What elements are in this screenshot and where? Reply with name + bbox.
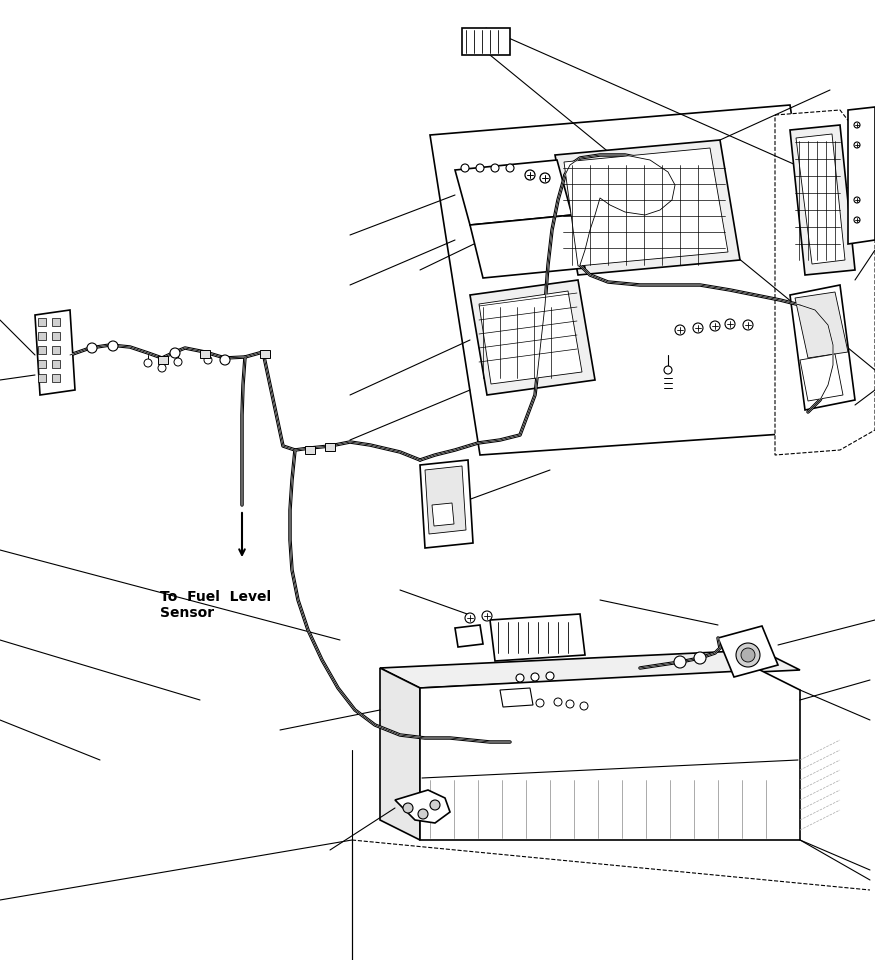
Circle shape bbox=[540, 173, 550, 183]
Circle shape bbox=[580, 702, 588, 710]
Polygon shape bbox=[38, 346, 46, 354]
Circle shape bbox=[854, 197, 860, 203]
Polygon shape bbox=[796, 134, 845, 264]
Circle shape bbox=[170, 348, 180, 358]
Circle shape bbox=[736, 643, 760, 667]
Polygon shape bbox=[718, 626, 778, 677]
Polygon shape bbox=[500, 688, 533, 707]
Circle shape bbox=[465, 613, 475, 623]
Circle shape bbox=[743, 320, 753, 330]
Polygon shape bbox=[52, 346, 60, 354]
Polygon shape bbox=[380, 668, 420, 840]
Circle shape bbox=[694, 652, 706, 664]
Polygon shape bbox=[455, 160, 572, 225]
Polygon shape bbox=[430, 105, 840, 455]
Circle shape bbox=[220, 355, 230, 365]
Circle shape bbox=[491, 164, 499, 172]
Polygon shape bbox=[52, 318, 60, 326]
Circle shape bbox=[741, 648, 755, 662]
Polygon shape bbox=[420, 670, 800, 840]
Polygon shape bbox=[479, 291, 582, 384]
Circle shape bbox=[476, 164, 484, 172]
Polygon shape bbox=[790, 285, 855, 410]
Circle shape bbox=[725, 319, 735, 329]
Circle shape bbox=[174, 358, 182, 366]
Circle shape bbox=[144, 359, 152, 367]
Circle shape bbox=[854, 122, 860, 128]
Circle shape bbox=[516, 674, 524, 682]
Polygon shape bbox=[38, 318, 46, 326]
Polygon shape bbox=[200, 350, 210, 358]
Circle shape bbox=[403, 803, 413, 813]
Polygon shape bbox=[38, 332, 46, 340]
Polygon shape bbox=[462, 28, 510, 55]
Circle shape bbox=[710, 321, 720, 331]
Circle shape bbox=[693, 323, 703, 333]
Circle shape bbox=[546, 672, 554, 680]
Polygon shape bbox=[325, 443, 335, 451]
Circle shape bbox=[525, 170, 535, 180]
Circle shape bbox=[506, 164, 514, 172]
Polygon shape bbox=[420, 460, 473, 548]
Circle shape bbox=[430, 800, 440, 810]
Circle shape bbox=[566, 700, 574, 708]
Polygon shape bbox=[35, 310, 75, 395]
Circle shape bbox=[675, 325, 685, 335]
Circle shape bbox=[854, 142, 860, 148]
Polygon shape bbox=[775, 110, 875, 455]
Circle shape bbox=[482, 611, 492, 621]
Text: To  Fuel  Level
Sensor: To Fuel Level Sensor bbox=[160, 590, 271, 620]
Circle shape bbox=[674, 656, 686, 668]
Circle shape bbox=[158, 364, 166, 372]
Polygon shape bbox=[38, 360, 46, 368]
Polygon shape bbox=[38, 374, 46, 382]
Polygon shape bbox=[380, 650, 800, 688]
Polygon shape bbox=[795, 292, 848, 358]
Polygon shape bbox=[158, 356, 168, 364]
Circle shape bbox=[531, 673, 539, 681]
Circle shape bbox=[664, 366, 672, 374]
Polygon shape bbox=[490, 614, 585, 661]
Polygon shape bbox=[425, 466, 466, 534]
Circle shape bbox=[554, 698, 562, 706]
Circle shape bbox=[418, 809, 428, 819]
Polygon shape bbox=[260, 350, 270, 358]
Circle shape bbox=[536, 699, 544, 707]
Polygon shape bbox=[555, 140, 740, 275]
Polygon shape bbox=[470, 280, 595, 395]
Circle shape bbox=[461, 164, 469, 172]
Polygon shape bbox=[52, 374, 60, 382]
Circle shape bbox=[87, 343, 97, 353]
Circle shape bbox=[204, 356, 212, 364]
Polygon shape bbox=[470, 215, 585, 278]
Polygon shape bbox=[455, 625, 483, 647]
Polygon shape bbox=[432, 503, 454, 526]
Polygon shape bbox=[790, 125, 855, 275]
Circle shape bbox=[108, 341, 118, 351]
Circle shape bbox=[854, 217, 860, 223]
Polygon shape bbox=[395, 790, 450, 823]
Polygon shape bbox=[52, 332, 60, 340]
Polygon shape bbox=[564, 148, 728, 266]
Polygon shape bbox=[848, 107, 875, 244]
Polygon shape bbox=[52, 360, 60, 368]
Polygon shape bbox=[305, 446, 315, 454]
Polygon shape bbox=[800, 354, 843, 401]
